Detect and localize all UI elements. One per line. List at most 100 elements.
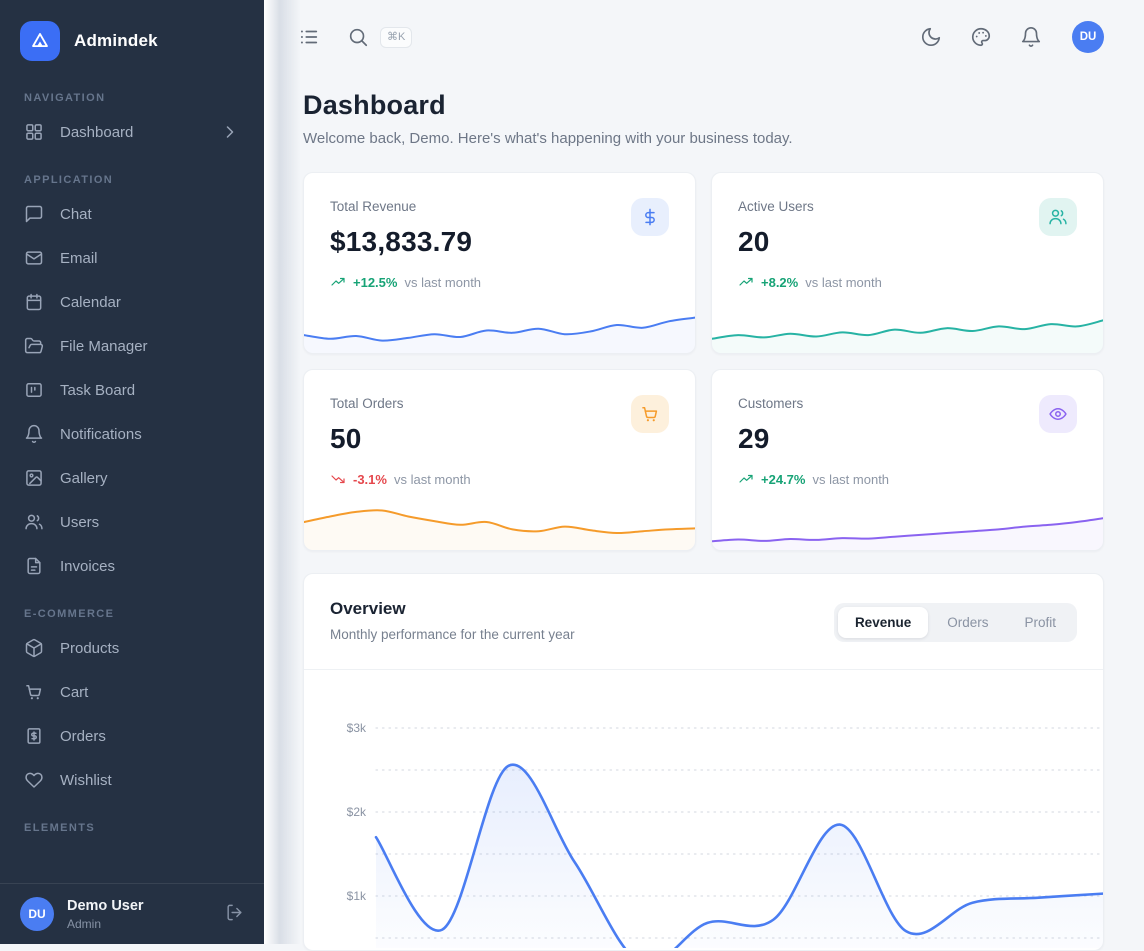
stat-sparkline [712, 494, 1103, 551]
cart-icon [24, 682, 44, 702]
file-text-icon [24, 556, 44, 576]
sidebar-item-wishlist[interactable]: Wishlist [12, 758, 252, 802]
users-icon [1039, 198, 1077, 236]
nav-section: APPLICATION Chat Email Calendar File Man… [12, 174, 252, 588]
dark-mode-button[interactable] [920, 26, 942, 48]
trend-up-icon [738, 471, 754, 487]
logout-icon [225, 903, 244, 922]
stat-change-percent: +12.5% [353, 275, 397, 290]
overview-subtitle: Monthly performance for the current year [330, 627, 575, 642]
receipt-dollar-icon [24, 726, 44, 746]
list-menu-icon [298, 26, 320, 48]
sidebar-item-notifications[interactable]: Notifications [12, 412, 252, 456]
stat-change-row: +24.7% vs last month [738, 471, 1077, 487]
nav-section-label-e-commerce: E-COMMERCE [24, 608, 240, 620]
notifications-button[interactable] [1020, 26, 1042, 48]
stat-sparkline [304, 494, 695, 551]
page-title: Dashboard [303, 90, 1104, 121]
stat-card-customers: Customers 29 +24.7% vs last month [711, 369, 1104, 551]
sidebar-item-products[interactable]: Products [12, 626, 252, 670]
stat-value: 29 [738, 423, 1077, 455]
heart-icon [24, 770, 44, 790]
stat-change-row: +12.5% vs last month [330, 274, 669, 290]
sidebar-item-task-board[interactable]: Task Board [12, 368, 252, 412]
nav-section: E-COMMERCE Products Cart Orders Wishlist [12, 608, 252, 802]
palette-icon [970, 26, 992, 48]
sidebar-item-chat[interactable]: Chat [12, 192, 252, 236]
bell-icon [1020, 26, 1042, 48]
stat-label: Total Orders [330, 396, 669, 411]
stat-card-total-orders: Total Orders 50 -3.1% vs last month [303, 369, 696, 551]
email-icon [24, 248, 44, 268]
kanban-icon [24, 380, 44, 400]
sidebar: Admindek NAVIGATION Dashboard APPLICATIO… [0, 0, 264, 944]
sidebar-item-calendar[interactable]: Calendar [12, 280, 252, 324]
tab-orders[interactable]: Orders [930, 607, 1005, 638]
calendar-icon [24, 292, 44, 312]
sidebar-item-dashboard[interactable]: Dashboard [12, 110, 252, 154]
users-icon [24, 512, 44, 532]
sidebar-user-card[interactable]: DU Demo User Admin [0, 883, 264, 944]
header-avatar[interactable]: DU [1072, 21, 1104, 53]
stat-card-active-users: Active Users 20 +8.2% vs last month [711, 172, 1104, 354]
nav-section: NAVIGATION Dashboard [12, 92, 252, 154]
sidebar-item-cart[interactable]: Cart [12, 670, 252, 714]
stat-card-total-revenue: Total Revenue $13,833.79 +12.5% vs last … [303, 172, 696, 354]
image-icon [24, 468, 44, 488]
overview-header: Overview Monthly performance for the cur… [304, 574, 1103, 670]
stat-change-row: +8.2% vs last month [738, 274, 1077, 290]
stat-change-suffix: vs last month [805, 275, 882, 290]
sidebar-nav: NAVIGATION Dashboard APPLICATION Chat Em… [0, 79, 264, 883]
nav-section: ELEMENTS [12, 822, 252, 834]
tab-profit[interactable]: Profit [1007, 607, 1073, 638]
svg-text:$1k: $1k [347, 889, 367, 903]
stat-sparkline [304, 297, 695, 354]
stat-value: 50 [330, 423, 669, 455]
page-subtitle: Welcome back, Demo. Here's what's happen… [303, 130, 1104, 147]
chevron-right-icon [220, 122, 240, 142]
eye-icon [1039, 395, 1077, 433]
stat-label: Customers [738, 396, 1077, 411]
sidebar-item-email[interactable]: Email [12, 236, 252, 280]
svg-text:$2k: $2k [347, 805, 367, 819]
overview-line-chart: $3k $2k $1k [304, 670, 1103, 948]
main-content: ⌘K DU Dashboard Welcome back, Demo. Here… [264, 0, 1144, 951]
sidebar-item-orders[interactable]: Orders [12, 714, 252, 758]
logout-button[interactable] [225, 903, 244, 925]
trend-up-icon [330, 274, 346, 290]
tab-revenue[interactable]: Revenue [838, 607, 928, 638]
sidebar-item-file-manager[interactable]: File Manager [12, 324, 252, 368]
app-title: Admindek [74, 31, 158, 51]
user-name: Demo User [67, 898, 144, 914]
sidebar-item-users[interactable]: Users [12, 500, 252, 544]
package-icon [24, 638, 44, 658]
stat-label: Active Users [738, 199, 1077, 214]
nav-section-label-elements: ELEMENTS [24, 822, 240, 834]
brand-logo-icon [20, 21, 60, 61]
moon-icon [920, 26, 942, 48]
sidebar-item-invoices[interactable]: Invoices [12, 544, 252, 588]
search-icon [347, 26, 369, 48]
user-role: Admin [67, 917, 144, 931]
theme-button[interactable] [970, 26, 992, 48]
topbar: ⌘K DU [303, 0, 1104, 74]
overview-card: Overview Monthly performance for the cur… [303, 573, 1104, 951]
search-shortcut-badge: ⌘K [380, 27, 412, 48]
trend-up-icon [738, 274, 754, 290]
stat-sparkline [712, 297, 1103, 354]
svg-text:$3k: $3k [347, 721, 367, 735]
stat-change-percent: +8.2% [761, 275, 798, 290]
stat-change-percent: +24.7% [761, 472, 805, 487]
stat-value: $13,833.79 [330, 226, 669, 258]
chat-icon [24, 204, 44, 224]
stat-change-percent: -3.1% [353, 472, 387, 487]
nav-section-label-navigation: NAVIGATION [24, 92, 240, 104]
brand[interactable]: Admindek [0, 0, 264, 79]
search-button[interactable] [347, 26, 369, 48]
bell-icon [24, 424, 44, 444]
menu-toggle-button[interactable] [298, 26, 320, 48]
sidebar-item-gallery[interactable]: Gallery [12, 456, 252, 500]
stat-change-suffix: vs last month [812, 472, 889, 487]
dashboard-icon [24, 122, 44, 142]
